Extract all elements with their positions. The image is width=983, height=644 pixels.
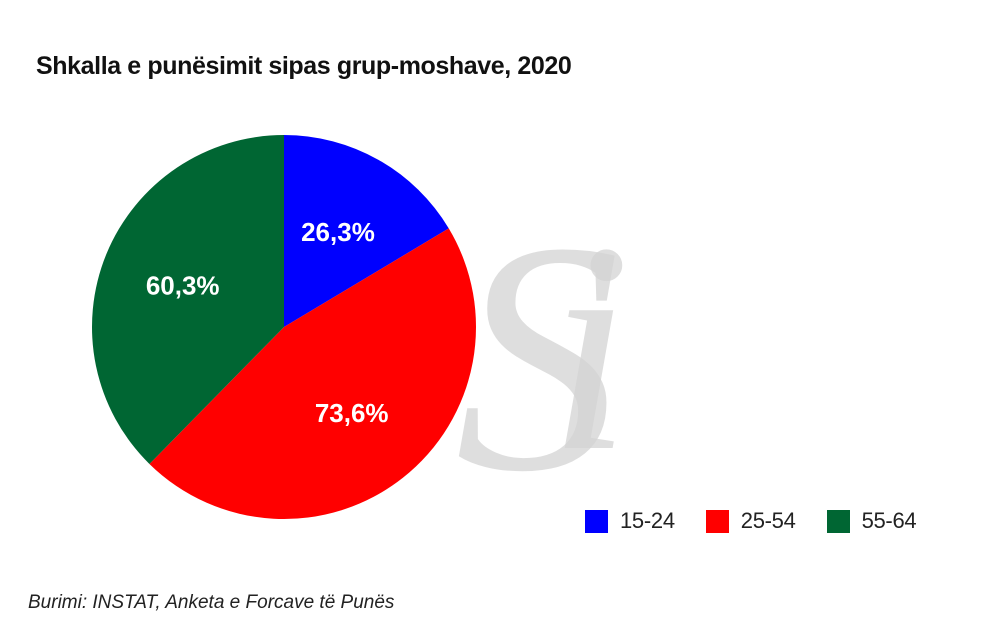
pie-data-labels: 26,3% 73,6% 60,3% bbox=[146, 217, 389, 428]
watermark-logo: S i bbox=[455, 175, 631, 540]
data-label-25-54: 73,6% bbox=[315, 398, 389, 428]
legend-item-25-54: 25-54 bbox=[705, 508, 796, 534]
legend: 15-24 25-54 55-64 bbox=[585, 508, 917, 534]
data-label-15-24: 26,3% bbox=[301, 217, 375, 247]
pie-slice-15-24 bbox=[284, 135, 449, 327]
svg-text:S: S bbox=[455, 175, 620, 540]
legend-label-55-64: 55-64 bbox=[861, 508, 917, 533]
svg-text:i: i bbox=[548, 181, 631, 513]
legend-label-15-24: 15-24 bbox=[620, 508, 675, 533]
legend-item-55-64: 55-64 bbox=[826, 508, 917, 534]
legend-swatch-25-54 bbox=[705, 509, 729, 533]
pie-slices bbox=[91, 135, 477, 520]
pie-slice-25-54 bbox=[149, 228, 477, 520]
legend-swatch-55-64 bbox=[826, 509, 850, 533]
legend-item-15-24: 15-24 bbox=[585, 508, 675, 534]
legend-swatch-15-24 bbox=[585, 509, 608, 533]
source-note: Burimi: INSTAT, Anketa e Forcave të Punë… bbox=[28, 592, 395, 613]
chart-title: Shkalla e punësimit sipas grup-moshave, … bbox=[36, 52, 572, 80]
legend-label-25-54: 25-54 bbox=[740, 508, 796, 533]
data-label-55-64: 60,3% bbox=[146, 271, 220, 301]
pie-slice-55-64 bbox=[91, 135, 284, 464]
